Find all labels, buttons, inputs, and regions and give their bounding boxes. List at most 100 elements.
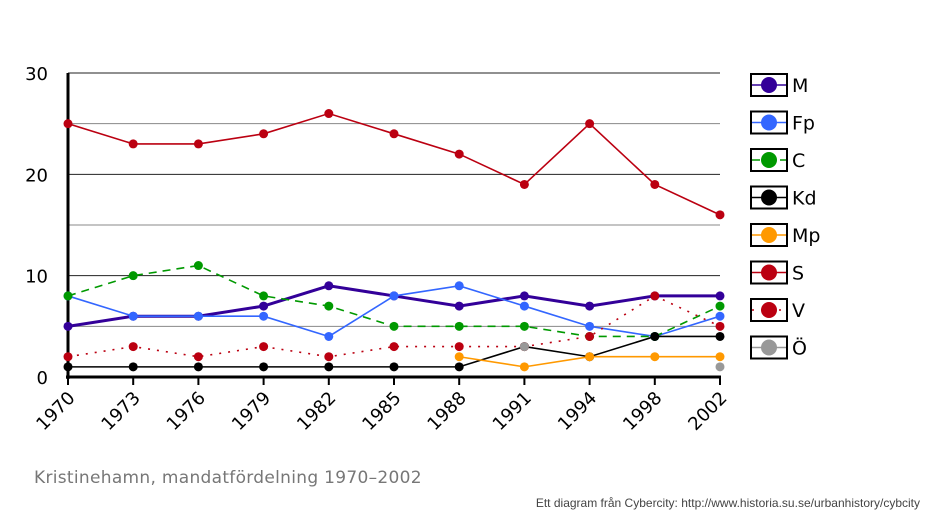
data-point-C bbox=[454, 321, 464, 331]
data-point-S bbox=[389, 129, 399, 139]
legend-swatch-marker bbox=[761, 227, 777, 243]
data-point-V bbox=[650, 291, 660, 301]
y-tick-label: 20 bbox=[25, 165, 48, 186]
data-point-Fp bbox=[193, 311, 203, 321]
legend-swatch-marker bbox=[761, 77, 777, 93]
chart-caption: Kristinehamn, mandatfördelning 1970–2002 bbox=[34, 468, 422, 488]
data-point-Mp bbox=[519, 362, 529, 372]
data-point-Mp bbox=[650, 352, 660, 362]
legend-swatch-marker bbox=[761, 302, 777, 318]
legend-label: Ö bbox=[792, 337, 807, 360]
data-point-V bbox=[389, 342, 399, 352]
data-point-Kd bbox=[389, 362, 399, 372]
data-point-Mp bbox=[715, 352, 725, 362]
data-point-C bbox=[128, 271, 138, 281]
x-tick-label: 1988 bbox=[423, 388, 470, 435]
data-point-Ö bbox=[715, 362, 725, 372]
data-point-V bbox=[128, 342, 138, 352]
data-point-M bbox=[324, 281, 334, 291]
legend-label: C bbox=[792, 150, 805, 172]
x-tick-label: 1998 bbox=[619, 388, 666, 435]
x-tick-label: 1976 bbox=[163, 388, 210, 435]
x-tick-label: 1994 bbox=[554, 388, 601, 435]
data-point-Fp bbox=[389, 291, 399, 301]
data-point-Kd bbox=[128, 362, 138, 372]
y-tick-label: 10 bbox=[25, 267, 48, 288]
x-tick-label: 1985 bbox=[358, 388, 405, 435]
data-point-C bbox=[63, 291, 73, 301]
data-point-M bbox=[585, 301, 595, 311]
data-point-C bbox=[324, 301, 334, 311]
data-point-Kd bbox=[193, 362, 203, 372]
legend-label: Mp bbox=[792, 225, 820, 247]
legend-swatch-marker bbox=[761, 114, 777, 131]
x-tick-label: 1970 bbox=[32, 388, 79, 435]
data-point-Fp bbox=[259, 311, 269, 321]
legend-label: Fp bbox=[792, 113, 815, 135]
data-point-M bbox=[454, 301, 464, 311]
series-line-Kd bbox=[68, 335, 720, 368]
data-point-S bbox=[324, 109, 334, 119]
legend-label: S bbox=[792, 263, 804, 285]
data-point-V bbox=[259, 342, 269, 352]
data-point-M bbox=[519, 291, 529, 301]
data-point-Fp bbox=[519, 301, 529, 311]
data-point-Kd bbox=[454, 362, 464, 372]
data-point-Kd bbox=[63, 362, 73, 372]
legend-label: V bbox=[792, 300, 805, 322]
y-tick-label: 0 bbox=[37, 368, 48, 389]
data-point-S bbox=[715, 210, 725, 220]
data-point-M bbox=[259, 301, 269, 311]
credit-text: Ett diagram från Cybercity: http://www.h… bbox=[535, 496, 920, 510]
data-point-V bbox=[63, 352, 73, 362]
x-tick-label: 1973 bbox=[97, 388, 144, 435]
legend-swatch-marker bbox=[761, 339, 777, 356]
data-point-Fp bbox=[128, 311, 138, 321]
data-point-S bbox=[128, 139, 138, 149]
legend-swatch-marker bbox=[761, 152, 777, 168]
data-point-Kd bbox=[650, 331, 660, 341]
data-point-Fp bbox=[454, 281, 464, 291]
data-point-S bbox=[585, 119, 595, 129]
x-tick-label: 1991 bbox=[489, 388, 536, 435]
legend-swatch-marker bbox=[761, 189, 777, 206]
data-point-Fp bbox=[324, 331, 334, 341]
data-point-M bbox=[715, 291, 725, 301]
data-point-S bbox=[63, 119, 73, 129]
data-point-C bbox=[389, 321, 399, 331]
data-point-S bbox=[259, 129, 269, 139]
data-point-Mp bbox=[454, 352, 464, 362]
legend-label: Kd bbox=[792, 188, 817, 210]
series-line-V bbox=[67, 295, 721, 358]
data-point-S bbox=[519, 179, 529, 189]
data-point-C bbox=[259, 291, 269, 301]
data-point-Kd bbox=[324, 362, 334, 372]
data-point-C bbox=[193, 261, 203, 271]
data-point-C bbox=[519, 321, 529, 331]
data-point-V bbox=[193, 352, 203, 362]
data-point-V bbox=[324, 352, 334, 362]
data-point-Fp bbox=[585, 321, 595, 331]
x-tick-label: 1982 bbox=[293, 388, 340, 435]
data-point-S bbox=[454, 149, 464, 159]
x-tick-label: 1979 bbox=[228, 388, 275, 435]
data-point-V bbox=[585, 331, 595, 341]
data-point-S bbox=[650, 179, 660, 189]
legend-swatch-marker bbox=[761, 264, 777, 281]
data-point-Kd bbox=[259, 362, 269, 372]
data-point-Fp bbox=[715, 311, 725, 321]
data-point-S bbox=[193, 139, 203, 149]
legend-label: M bbox=[792, 75, 808, 97]
data-point-Kd bbox=[715, 331, 725, 341]
data-point-Mp bbox=[585, 352, 595, 362]
data-point-V bbox=[454, 342, 464, 352]
series-line-S bbox=[67, 112, 721, 216]
x-tick-label: 2002 bbox=[684, 388, 731, 435]
data-point-C bbox=[715, 301, 725, 311]
data-point-V bbox=[715, 321, 725, 331]
data-point-Ö bbox=[519, 342, 529, 352]
y-tick-label: 30 bbox=[25, 64, 48, 85]
data-point-M bbox=[63, 321, 73, 331]
